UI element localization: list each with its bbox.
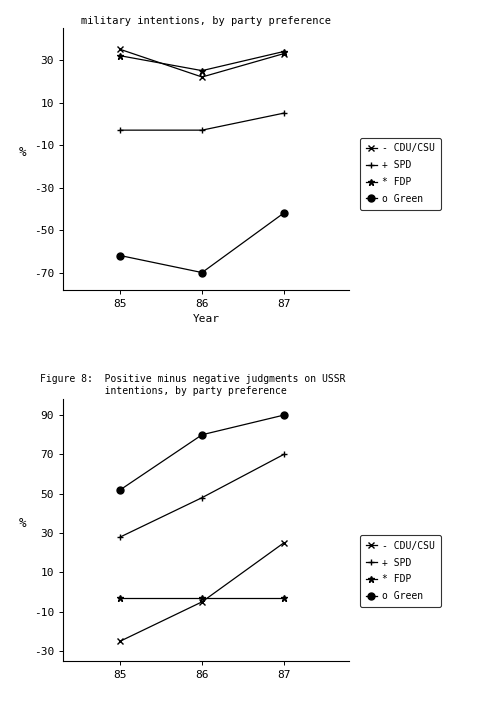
Title: military intentions, by party preference: military intentions, by party preference (81, 16, 331, 26)
Text: Figure 8:  Positive minus negative judgments on USSR
           intentions, by p: Figure 8: Positive minus negative judgme… (40, 374, 345, 396)
Y-axis label: %: % (19, 146, 26, 159)
CDU/CSU (199, 73, 205, 82)
Line: SPD: SPD (117, 451, 287, 541)
FDP (199, 594, 205, 602)
FDP (280, 47, 286, 56)
CDU/CSU (117, 637, 123, 645)
Green (117, 252, 123, 260)
Green (280, 209, 286, 217)
Line: Green: Green (117, 209, 287, 276)
FDP (117, 594, 123, 602)
Line: FDP: FDP (117, 48, 287, 74)
Green (199, 430, 205, 439)
SPD (117, 126, 123, 134)
Line: Green: Green (117, 412, 287, 494)
Legend: - CDU/CSU, + SPD, * FDP, o Green: - CDU/CSU, + SPD, * FDP, o Green (359, 535, 440, 607)
Green (117, 486, 123, 494)
Line: FDP: FDP (117, 595, 287, 601)
SPD (117, 533, 123, 541)
SPD (199, 494, 205, 502)
FDP (199, 66, 205, 75)
Line: CDU/CSU: CDU/CSU (117, 539, 287, 645)
Line: CDU/CSU: CDU/CSU (117, 46, 287, 80)
CDU/CSU (117, 45, 123, 53)
X-axis label: Year: Year (192, 314, 219, 324)
Green (280, 411, 286, 419)
Green (199, 269, 205, 277)
FDP (117, 51, 123, 60)
SPD (280, 450, 286, 458)
Y-axis label: %: % (19, 517, 26, 530)
CDU/CSU (280, 49, 286, 58)
SPD (199, 126, 205, 134)
FDP (280, 594, 286, 602)
Line: SPD: SPD (117, 110, 287, 134)
SPD (280, 109, 286, 117)
CDU/CSU (280, 538, 286, 547)
Legend: - CDU/CSU, + SPD, * FDP, o Green: - CDU/CSU, + SPD, * FDP, o Green (359, 138, 440, 209)
CDU/CSU (199, 598, 205, 606)
